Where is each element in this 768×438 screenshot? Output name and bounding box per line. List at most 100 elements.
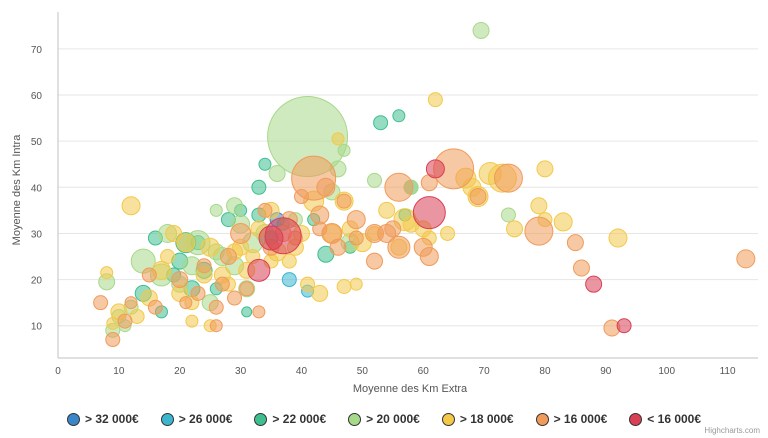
bubble[interactable] xyxy=(500,207,516,223)
bubble[interactable] xyxy=(268,164,286,182)
bubble[interactable] xyxy=(281,272,297,288)
bubble[interactable] xyxy=(121,196,141,216)
bubble[interactable] xyxy=(412,196,446,230)
bubble[interactable] xyxy=(367,172,383,188)
bubble[interactable] xyxy=(346,210,366,230)
bubble[interactable] xyxy=(312,221,328,237)
bubble[interactable] xyxy=(258,157,272,171)
bubble[interactable] xyxy=(384,220,402,238)
bubble[interactable] xyxy=(214,276,230,292)
bubble[interactable] xyxy=(387,235,411,259)
bubble[interactable] xyxy=(208,299,224,315)
bubble[interactable] xyxy=(227,290,243,306)
bubble[interactable] xyxy=(469,188,487,206)
bubble[interactable] xyxy=(336,278,352,294)
bubble[interactable] xyxy=(176,233,196,253)
bubble[interactable] xyxy=(185,314,199,328)
bubble[interactable] xyxy=(117,313,133,329)
bubble[interactable] xyxy=(384,172,414,202)
bubble[interactable] xyxy=(425,159,445,179)
bubble[interactable] xyxy=(572,259,590,277)
bubble[interactable] xyxy=(239,281,255,297)
bubble[interactable] xyxy=(553,212,573,232)
bubble[interactable] xyxy=(196,258,212,274)
y-tick-label: 50 xyxy=(31,137,43,148)
legend-label: > 22 000€ xyxy=(272,412,327,426)
bubble[interactable] xyxy=(281,253,297,269)
bubble[interactable] xyxy=(419,247,439,267)
legend-label: > 26 000€ xyxy=(178,412,233,426)
bubble[interactable] xyxy=(241,306,253,318)
bubble[interactable] xyxy=(100,266,114,280)
bubble[interactable] xyxy=(252,305,266,319)
bubble[interactable] xyxy=(200,237,220,257)
bubble[interactable] xyxy=(311,284,329,302)
series-6 xyxy=(247,159,632,334)
bubble[interactable] xyxy=(316,177,336,197)
bubble[interactable] xyxy=(536,160,554,178)
bubble[interactable] xyxy=(366,252,384,270)
bubble[interactable] xyxy=(348,230,364,246)
bubble-chart: 0 10 20 30 40 50 60 70 80 90 100 110 10 20 30 40 50 60 70… xyxy=(11,12,758,395)
y-axis: 10 20 30 40 50 60 70 xyxy=(31,45,43,333)
bubble[interactable] xyxy=(427,92,443,108)
bubble[interactable] xyxy=(608,228,628,248)
legend: > 32 000€ > 26 000€ > 22 000€ > 20 000€ > 18… xyxy=(0,408,768,430)
legend-item[interactable]: > 22 000€ xyxy=(254,412,326,426)
bubble[interactable] xyxy=(392,109,406,123)
bubble[interactable] xyxy=(209,319,223,333)
legend-item[interactable]: > 20 000€ xyxy=(348,412,420,426)
bubble[interactable] xyxy=(264,217,302,255)
series-5 xyxy=(93,148,756,348)
x-axis-title: Moyenne des Km Extra xyxy=(353,383,468,395)
bubble[interactable] xyxy=(300,276,316,292)
legend-item[interactable]: < 16 000€ xyxy=(629,412,701,426)
legend-marker xyxy=(66,412,80,426)
bubble[interactable] xyxy=(93,295,109,311)
legend-item[interactable]: > 16 000€ xyxy=(535,412,607,426)
bubble[interactable] xyxy=(373,115,389,131)
bubble[interactable] xyxy=(257,202,273,218)
bubble[interactable] xyxy=(251,179,267,195)
bubble[interactable] xyxy=(585,275,603,293)
bubble[interactable] xyxy=(506,220,524,238)
bubble[interactable] xyxy=(226,197,244,215)
bubble[interactable] xyxy=(190,285,206,301)
bubble[interactable] xyxy=(736,249,756,269)
bubble[interactable] xyxy=(524,216,554,246)
bubble[interactable] xyxy=(179,296,193,310)
bubble[interactable] xyxy=(124,296,138,310)
bubble[interactable] xyxy=(310,205,330,225)
legend-label: < 16 000€ xyxy=(647,412,702,426)
bubble[interactable] xyxy=(247,258,271,282)
x-tick-label: 0 xyxy=(55,366,61,377)
bubble[interactable] xyxy=(566,234,584,252)
bubble[interactable] xyxy=(440,225,456,241)
bubble[interactable] xyxy=(230,222,252,244)
legend-label: > 32 000€ xyxy=(84,412,139,426)
bubble[interactable] xyxy=(472,21,490,39)
legend-item[interactable]: > 18 000€ xyxy=(441,412,514,426)
bubble[interactable] xyxy=(219,248,237,266)
bubble[interactable] xyxy=(349,277,363,291)
legend-item[interactable]: > 32 000€ xyxy=(66,412,139,426)
x-tick-label: 110 xyxy=(720,366,736,377)
bubble[interactable] xyxy=(141,267,157,283)
credit-text[interactable]: Highcharts.com xyxy=(704,426,760,435)
bubble[interactable] xyxy=(331,132,345,146)
bubble[interactable] xyxy=(616,318,632,334)
bubble[interactable] xyxy=(329,238,347,256)
bubble[interactable] xyxy=(209,203,223,217)
legend-item[interactable]: > 26 000€ xyxy=(160,412,233,426)
bubble[interactable] xyxy=(530,197,548,215)
bubble[interactable] xyxy=(337,143,351,157)
bubble[interactable] xyxy=(105,332,121,348)
bubble[interactable] xyxy=(171,271,189,289)
bubble[interactable] xyxy=(160,249,176,265)
bubble[interactable] xyxy=(165,224,183,242)
bubble[interactable] xyxy=(493,163,523,193)
bubble[interactable] xyxy=(147,299,163,315)
legend-label: > 20 000€ xyxy=(366,412,420,426)
bubble[interactable] xyxy=(378,201,396,219)
bubble[interactable] xyxy=(336,193,352,209)
